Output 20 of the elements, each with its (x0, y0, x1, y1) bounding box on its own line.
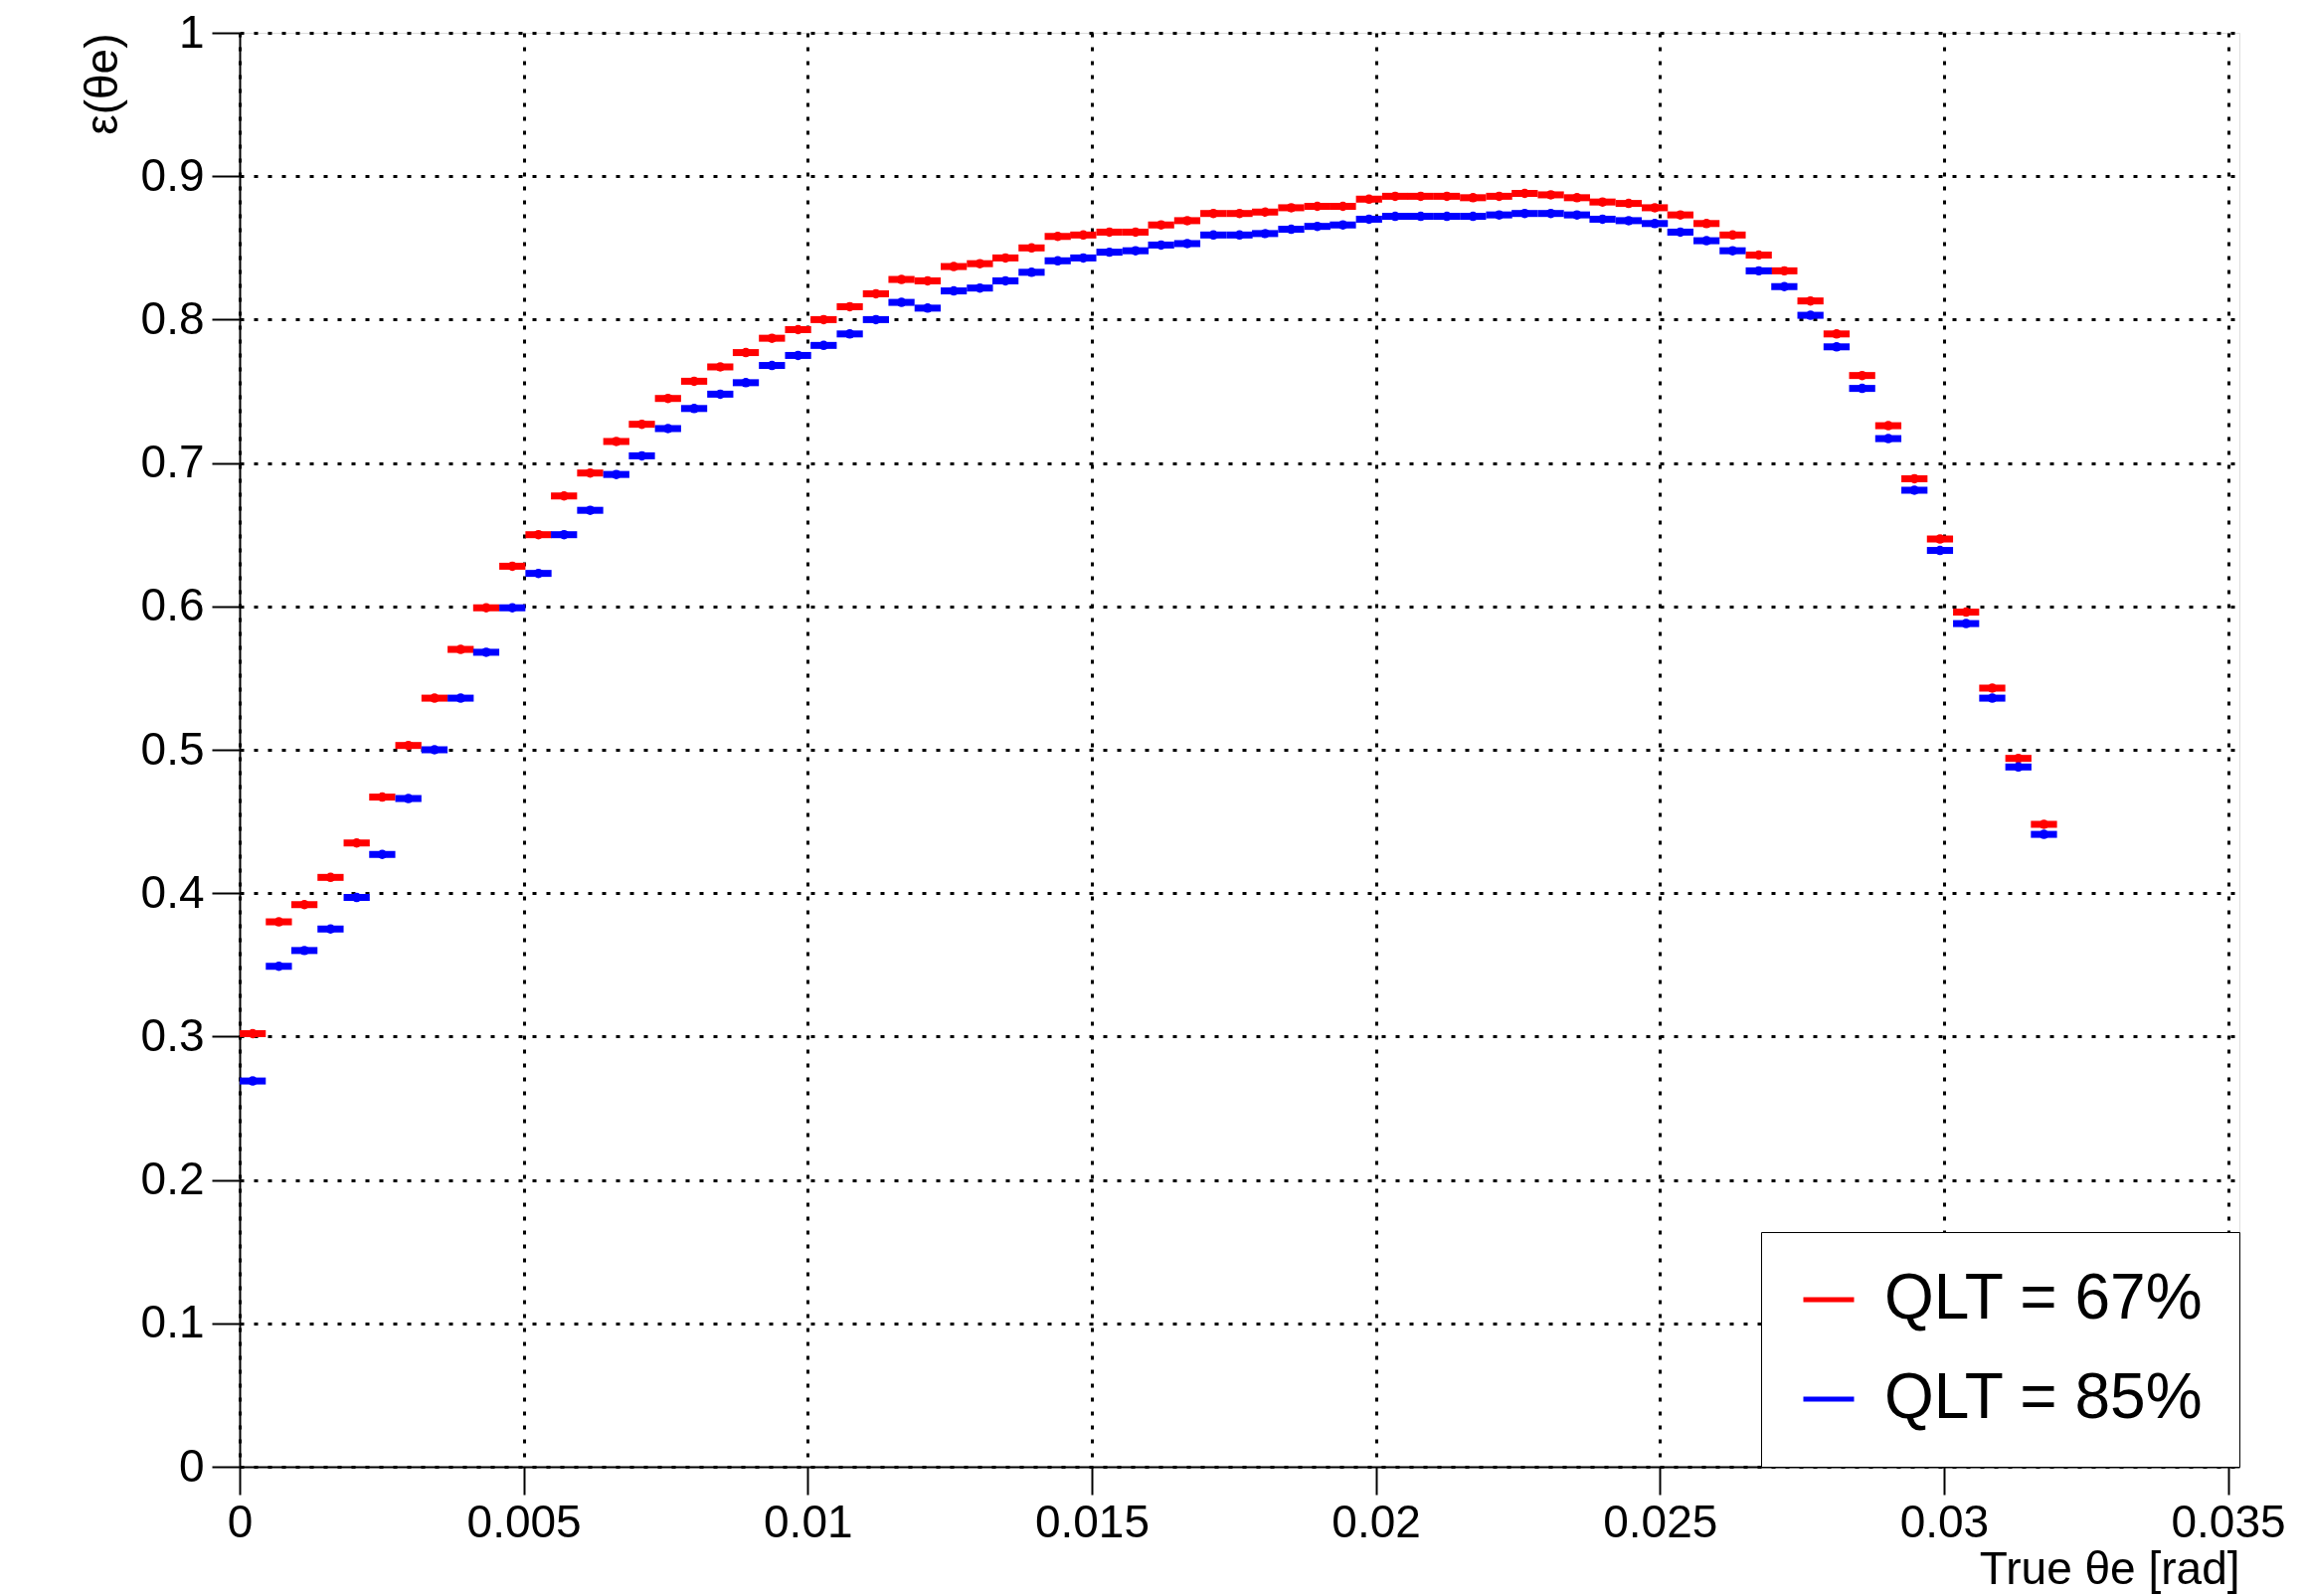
y-tick-label: 0 (178, 1439, 205, 1492)
x-tick-label: 0.005 (466, 1495, 582, 1547)
y-tick-label: 0.4 (140, 865, 205, 918)
y-tick-label: 0.6 (140, 579, 205, 631)
x-tick-label: 0.015 (1034, 1495, 1151, 1547)
legend-label: QLT = 67% (1884, 1261, 2203, 1332)
y-tick-label: 0.8 (140, 291, 205, 344)
x-tick-label: 0.025 (1603, 1495, 1718, 1547)
y-tick-label: 0.3 (140, 1008, 205, 1061)
y-tick-label: 0.5 (140, 722, 205, 775)
legend-label: QLT = 85% (1884, 1360, 2203, 1432)
x-tick-label: 0 (227, 1495, 254, 1547)
y-tick-label: 0.7 (140, 436, 205, 488)
y-tick-label: 0.2 (140, 1153, 205, 1205)
x-tick-label: 0.02 (1331, 1495, 1421, 1547)
y-tick-label: 0.1 (140, 1296, 205, 1348)
y-tick-label: 0.9 (140, 148, 205, 201)
y-axis-title: ε(θe) (75, 33, 127, 135)
y-tick-label: 1 (178, 5, 205, 58)
x-tick-label: 0.01 (764, 1495, 853, 1547)
